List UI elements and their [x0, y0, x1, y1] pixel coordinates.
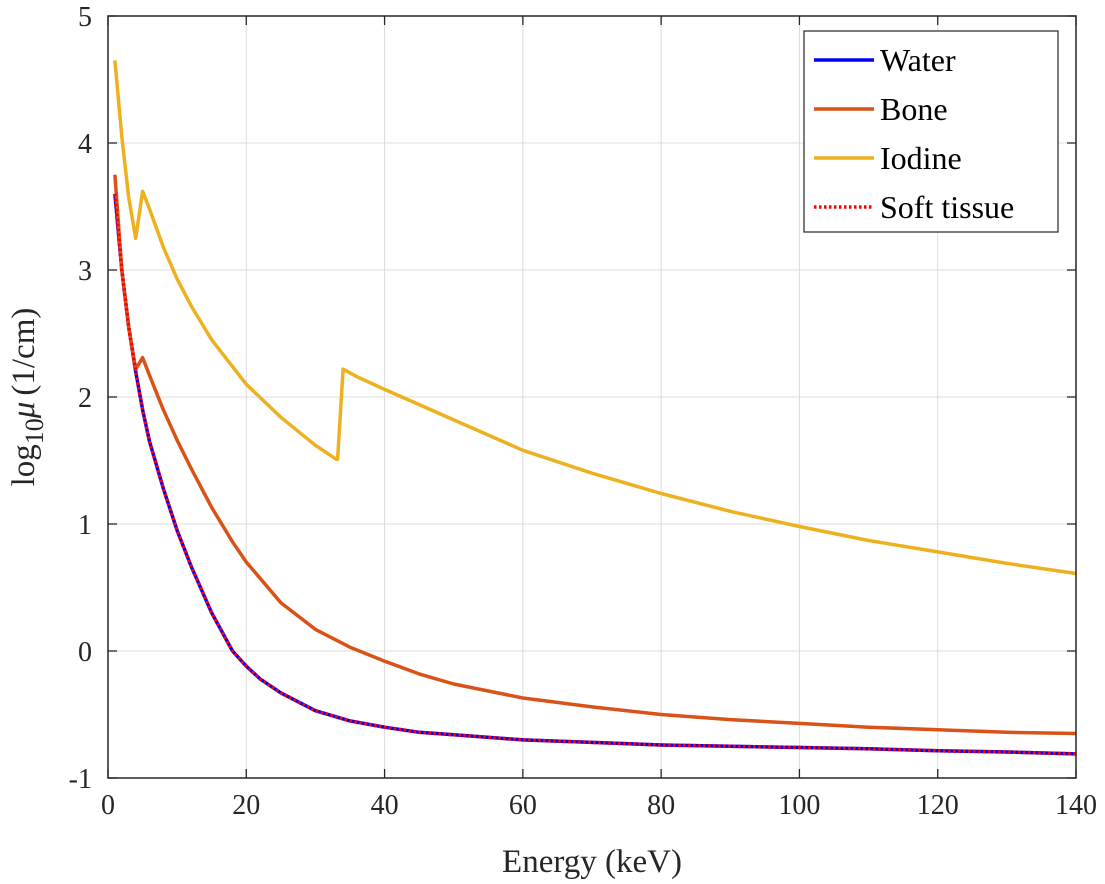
legend-label-bone: Bone	[880, 91, 948, 127]
x-tick-label: 60	[509, 790, 537, 821]
y-tick-label: 0	[78, 637, 92, 668]
legend-label-water: Water	[880, 42, 956, 78]
series-line-bone	[113, 174, 1077, 736]
legend-box	[803, 30, 1059, 233]
y-tick-label: 5	[78, 2, 92, 33]
x-axis-label: Energy (keV)	[502, 844, 682, 880]
x-tick-label: 100	[778, 790, 820, 821]
y-axis-label-unit: (1/cm)	[6, 308, 42, 396]
y-tick-label: 4	[78, 129, 92, 160]
y-tick-label: 2	[78, 383, 92, 414]
y-axis-label-subscript: 10	[20, 418, 49, 444]
series-group	[113, 60, 1077, 756]
y-axis-label: log10μ (1/cm)	[6, 308, 49, 487]
y-tick-labels: -1 0 1 2 3 4 5	[69, 2, 92, 795]
y-tick-label: -1	[69, 764, 92, 795]
x-tick-label: 40	[371, 790, 399, 821]
y-axis-label-prefix: log	[6, 444, 42, 486]
legend-label-iodine: Iodine	[880, 140, 962, 176]
legend: Water Bone Iodine Soft tissue	[803, 30, 1059, 233]
x-tick-label: 20	[232, 790, 260, 821]
ticks	[107, 15, 1077, 779]
y-tick-label: 3	[78, 256, 92, 287]
x-tick-label: 120	[917, 790, 959, 821]
legend-label-soft-tissue: Soft tissue	[880, 189, 1014, 225]
series-line-soft-tissue	[113, 193, 1077, 756]
series-line-iodine	[113, 60, 1077, 576]
x-tick-label: 140	[1055, 790, 1097, 821]
x-tick-labels: 0 20 40 60 80 100 120 140	[101, 790, 1097, 821]
x-tick-label: 0	[101, 790, 115, 821]
y-axis-label-symbol: μ	[6, 402, 42, 420]
y-tick-label: 1	[78, 510, 92, 541]
x-tick-label: 80	[647, 790, 675, 821]
